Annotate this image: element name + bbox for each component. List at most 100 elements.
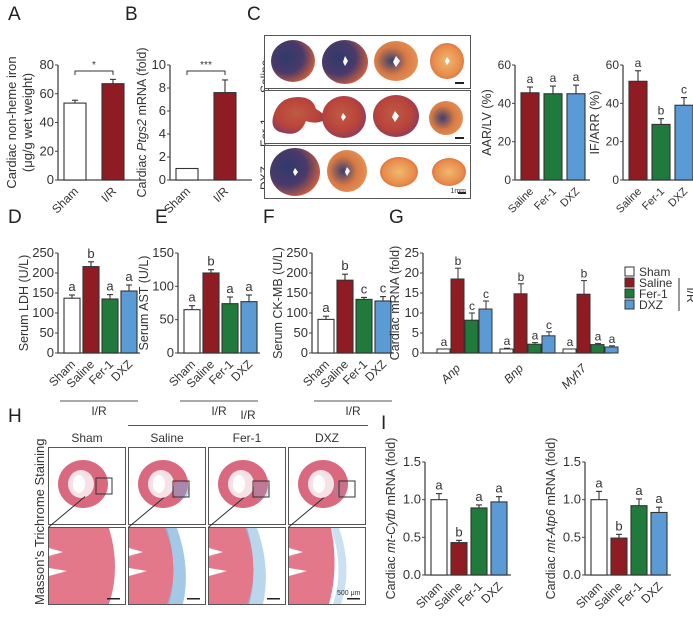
significance-letter: a (441, 335, 448, 349)
y-tick-label: 15 (405, 285, 419, 300)
x-tick-label: Anp (437, 361, 463, 387)
x-tick-label: Saline (614, 186, 644, 216)
significance-letter: a (504, 334, 511, 348)
y-tick-label: 0.0 (403, 567, 421, 582)
masson-overview-sham (48, 447, 126, 525)
y-tick-label: 0 (301, 345, 308, 360)
bar-bnp-dxz (541, 335, 556, 354)
panel-letter-b: B (125, 4, 138, 25)
y-axis-label: Cardiac mt-Atp6 mRNA (fold) (544, 438, 558, 600)
significance-letter: b (87, 246, 94, 261)
x-tick-label: Fer-1 (532, 186, 559, 213)
bar-dxz (490, 501, 508, 576)
y-tick-label: 50 (40, 325, 54, 340)
significance-letter: a (550, 71, 557, 85)
bar-myh7-fer1 (590, 344, 605, 354)
y-tick-label: 60 (606, 58, 620, 72)
significance-letter: a (495, 481, 503, 496)
bar-ir (213, 92, 237, 181)
bar-anp-sham (436, 348, 451, 354)
y-tick-label: 0.0 (563, 567, 581, 582)
y-tick-label: 1.0 (563, 492, 581, 507)
y-tick-label: 2 (159, 149, 166, 164)
masson-overview-fer1 (208, 447, 286, 525)
x-tick-label: I/R (210, 184, 231, 205)
y-tick-label: 60 (40, 86, 54, 101)
bar-bnp-saline (513, 293, 528, 354)
legend-label: Sham (639, 265, 670, 279)
significance-letter: b (658, 104, 665, 118)
y-tick-label: 40 (498, 96, 512, 110)
significance-letter: a (68, 279, 76, 294)
bar-saline (202, 272, 220, 354)
y-tick-label: 40 (40, 115, 54, 130)
y-tick-label: 20 (606, 135, 620, 149)
bar-saline (610, 537, 628, 576)
significance-letter: a (475, 489, 483, 504)
significance-letter: c (361, 281, 368, 296)
significance-letter: a (527, 72, 534, 86)
bar-bnp-sham (499, 348, 514, 354)
y-tick-label: 250 (286, 245, 308, 260)
significance-letter: a (595, 329, 602, 343)
bar-dxz (566, 93, 586, 181)
bar-saline (628, 80, 648, 181)
x-tick-label: DXZ (108, 357, 135, 384)
legend-group-label: I/R (684, 287, 693, 303)
x-tick-label: DXZ (558, 185, 582, 209)
bar-sham (63, 102, 87, 181)
y-tick-label: 0 (412, 345, 419, 360)
significance-stars: *** (200, 60, 212, 71)
bar-anp-fer1 (464, 319, 479, 354)
legend-label: Fer-1 (639, 287, 668, 301)
significance-letter: b (455, 524, 462, 539)
significance-letter: b (518, 270, 525, 284)
y-axis-label: (μg/g wet weight) (20, 73, 35, 172)
bar-saline (520, 92, 540, 181)
panel-letter-f: F (263, 207, 275, 228)
bar-fer1 (630, 505, 648, 576)
bar-sham (183, 309, 201, 354)
bar-saline (336, 279, 354, 354)
chart-mt-atp6: 0.0 0.5 1.0 1.5 Cardiac mt-Atp6 mRNA (fold) a… (544, 438, 671, 613)
y-tick-label: 250 (32, 245, 54, 260)
x-tick-label: Fer-1 (640, 186, 667, 213)
y-tick-label: 20 (40, 143, 54, 158)
scale-bar-label: 1mm (450, 188, 466, 195)
y-axis-label: Cardiac mt-Cytb mRNA (fold) (384, 438, 398, 600)
y-tick-label: 50 (294, 325, 308, 340)
bar-saline (450, 542, 468, 576)
y-tick-label: 10 (152, 57, 166, 72)
panel-letter-d: D (8, 207, 22, 228)
panel-letter-c: C (247, 4, 261, 25)
y-tick-label: 150 (32, 285, 54, 300)
y-tick-label: 150 (152, 245, 174, 260)
bar-sham (175, 167, 199, 181)
y-tick-label: 1.5 (403, 454, 421, 469)
y-tick-label: 0 (504, 173, 511, 187)
y-tick-label: 100 (32, 305, 54, 320)
bar-fer1 (543, 93, 563, 181)
masson-zoom-sham (48, 527, 126, 605)
x-tick-label: Bnp (501, 361, 526, 386)
significance-letter: a (322, 300, 330, 315)
bar-anp-dxz (478, 308, 493, 354)
significance-letter: b (581, 267, 588, 281)
y-tick-label: 10 (405, 305, 419, 320)
significance-letter: a (226, 281, 234, 296)
legend-swatch (624, 288, 635, 299)
bar-sham (317, 318, 335, 354)
group-label: I/R (211, 404, 227, 418)
significance-letter: b (207, 254, 214, 269)
y-tick-label: 60 (498, 58, 512, 72)
legend-label: DXZ (639, 298, 663, 312)
y-tick-label: 0 (612, 173, 619, 187)
h-col-saline: Saline (150, 431, 184, 445)
significance-letter: a (188, 290, 196, 305)
h-row-label: Masson's Trichrome Staining (32, 438, 47, 606)
chart-mt-cytb: 0.0 0.5 1.0 1.5 Cardiac mt-Cytb mRNA (fold) a… (384, 438, 511, 613)
panel-letter-g: G (389, 207, 404, 228)
y-tick-label: 0 (159, 172, 166, 187)
